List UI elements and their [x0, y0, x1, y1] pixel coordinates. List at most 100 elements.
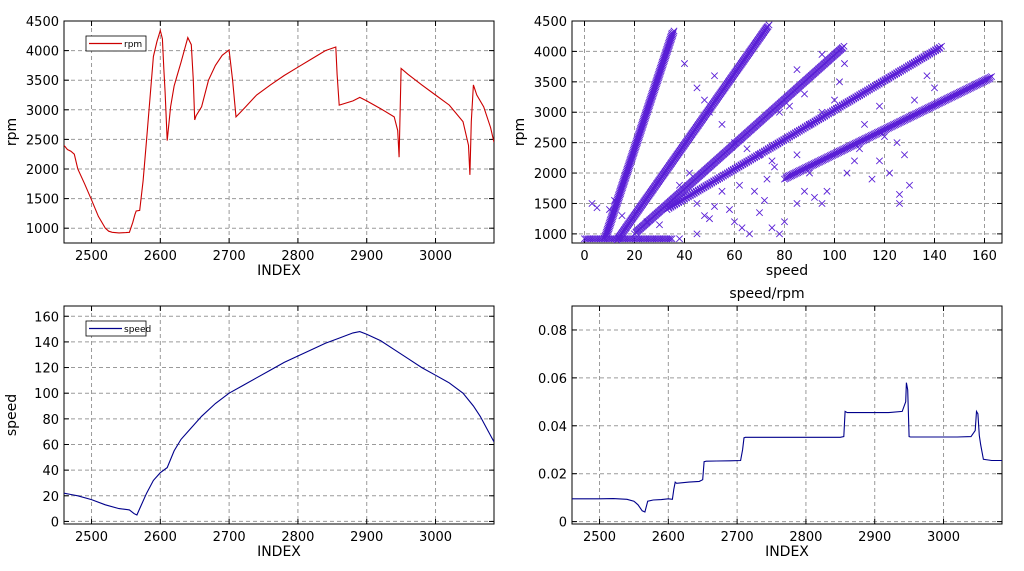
x-tick-label: 2900 — [350, 530, 383, 545]
scatter-point — [721, 170, 729, 178]
scatter-point — [893, 69, 901, 77]
scatter-point — [908, 59, 916, 68]
scatter-point — [924, 50, 932, 58]
y-tick-label: 4000 — [26, 45, 59, 60]
scatter-point — [675, 198, 683, 206]
scatter-point — [673, 199, 681, 207]
scatter-point — [686, 191, 694, 199]
scatter-point — [906, 61, 914, 69]
series-line-ratio — [572, 382, 1002, 513]
scatter-point — [669, 201, 677, 209]
scatter-point — [608, 235, 617, 243]
scatter-point — [840, 60, 849, 68]
scatter-point — [629, 235, 638, 243]
scatter-point — [706, 179, 714, 187]
scatter-point — [791, 129, 800, 137]
scatter-point — [835, 78, 844, 86]
scatter-point — [730, 139, 739, 147]
scatter-point — [628, 235, 636, 243]
scatter-point — [580, 235, 589, 243]
scatter-point — [589, 235, 597, 243]
scatter-point — [765, 21, 773, 29]
scatter-point — [733, 163, 741, 171]
scatter-point — [663, 235, 671, 243]
scatter-point — [775, 108, 784, 116]
scatter-point — [928, 48, 936, 56]
scatter-point — [725, 168, 733, 176]
scatter-point — [797, 125, 805, 133]
scatter-point — [923, 72, 931, 80]
scatter-point — [902, 63, 910, 71]
y-axis-label: rpm — [4, 118, 20, 146]
scatter-point — [741, 159, 749, 167]
scatter-point — [747, 155, 755, 163]
scatter-point — [675, 181, 684, 189]
scatter-point — [626, 235, 634, 243]
scatter-point — [760, 196, 769, 204]
scatter-point — [682, 193, 691, 201]
scatter-point — [704, 180, 712, 188]
y-tick-label: 0 — [51, 515, 59, 530]
scatter-point — [774, 139, 782, 147]
scatter-point — [696, 185, 704, 193]
scatter-point — [698, 184, 706, 192]
scatter-point — [811, 117, 819, 125]
scatter-point — [700, 183, 708, 191]
scatter-point — [910, 58, 918, 66]
scatter-point — [788, 131, 796, 139]
legend: rpm — [85, 35, 147, 52]
scatter-point — [875, 157, 884, 165]
scatter-point — [659, 235, 667, 243]
y-tick-label: 0.06 — [538, 372, 567, 387]
y-tick-label: 2000 — [26, 163, 59, 178]
scatter-point — [768, 142, 776, 150]
scatter-point — [889, 71, 897, 79]
y-tick-label: 100 — [34, 387, 59, 402]
scatter-point — [877, 78, 885, 86]
scatter-point — [842, 99, 850, 107]
scatter-point — [718, 172, 726, 180]
plot-area — [572, 382, 1002, 513]
scatter-point — [708, 178, 716, 186]
chart-ratio_index: 2500 2600 2700 2800 2900 3000 0 0.02 0.04 0.06 0.0… — [538, 286, 1003, 560]
scatter-point — [793, 151, 801, 159]
x-tick-label: 2700 — [721, 530, 754, 545]
y-tick-label: 3500 — [26, 74, 59, 89]
scatter-point — [846, 96, 854, 104]
scatter-point — [690, 188, 698, 196]
scatter-point — [594, 235, 603, 243]
scatter-point — [893, 139, 901, 147]
scatter-point — [780, 135, 788, 144]
plot-area — [64, 28, 494, 234]
scatter-point — [719, 171, 728, 179]
y-tick-label: 160 — [34, 310, 59, 325]
y-tick-label: 2500 — [534, 137, 567, 152]
chart-title: speed/rpm — [729, 286, 804, 302]
scatter-point — [693, 84, 701, 92]
scatter-point — [910, 96, 919, 104]
scatter-point — [649, 235, 657, 243]
scatter-point — [936, 43, 944, 51]
scatter-point — [873, 80, 881, 88]
scatter-point — [860, 88, 868, 96]
scatter-point — [727, 167, 735, 175]
scatter-point — [675, 235, 684, 243]
scatter-point — [899, 65, 907, 73]
x-tick-label: 2600 — [144, 249, 177, 264]
scatter-point — [770, 141, 778, 149]
scatter-point — [840, 42, 848, 50]
scatter-point — [867, 84, 875, 92]
x-tick-label: 2800 — [281, 530, 314, 545]
x-tick-label: 2800 — [281, 249, 314, 264]
scatter-point — [694, 186, 702, 194]
x-tick-label: 2700 — [213, 530, 246, 545]
scatter-point — [920, 53, 928, 61]
scatter-point — [784, 133, 792, 141]
y-tick-label: 0.04 — [538, 420, 567, 435]
scatter-point — [737, 161, 745, 169]
scatter-point — [875, 102, 884, 110]
scatter-point — [856, 91, 864, 99]
scatter-point — [914, 56, 922, 64]
x-axis-label: INDEX — [257, 544, 301, 560]
scatter-point — [656, 235, 664, 243]
